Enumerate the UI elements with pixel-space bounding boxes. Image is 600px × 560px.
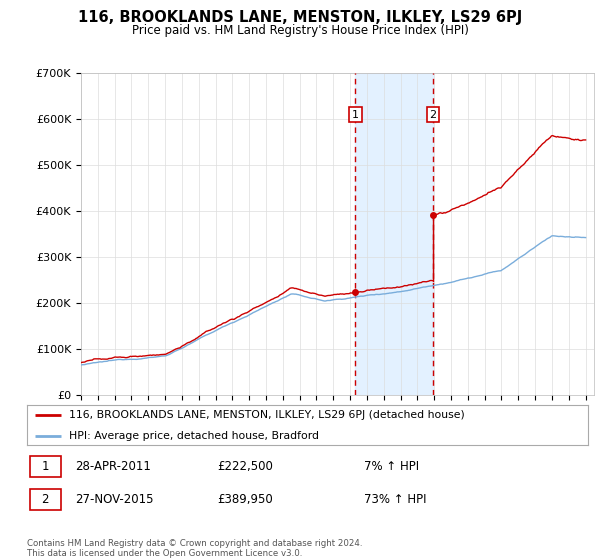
Text: £389,950: £389,950 (218, 493, 274, 506)
Text: £222,500: £222,500 (218, 460, 274, 473)
Bar (30, 489, 61, 510)
Text: 27-NOV-2015: 27-NOV-2015 (74, 493, 153, 506)
Text: HPI: Average price, detached house, Bradford: HPI: Average price, detached house, Brad… (69, 431, 319, 441)
Text: 1: 1 (352, 110, 359, 120)
Text: Contains HM Land Registry data © Crown copyright and database right 2024.
This d: Contains HM Land Registry data © Crown c… (27, 539, 362, 558)
Text: 28-APR-2011: 28-APR-2011 (74, 460, 151, 473)
Text: 2: 2 (41, 493, 49, 506)
Text: 73% ↑ HPI: 73% ↑ HPI (364, 493, 426, 506)
Text: 2: 2 (430, 110, 436, 120)
Text: 116, BROOKLANDS LANE, MENSTON, ILKLEY, LS29 6PJ (detached house): 116, BROOKLANDS LANE, MENSTON, ILKLEY, L… (69, 410, 465, 420)
Text: 116, BROOKLANDS LANE, MENSTON, ILKLEY, LS29 6PJ: 116, BROOKLANDS LANE, MENSTON, ILKLEY, L… (78, 10, 522, 25)
Bar (30, 456, 61, 477)
Text: Price paid vs. HM Land Registry's House Price Index (HPI): Price paid vs. HM Land Registry's House … (131, 24, 469, 36)
Text: 1: 1 (41, 460, 49, 473)
Text: 7% ↑ HPI: 7% ↑ HPI (364, 460, 419, 473)
Bar (355, 73, 433, 395)
